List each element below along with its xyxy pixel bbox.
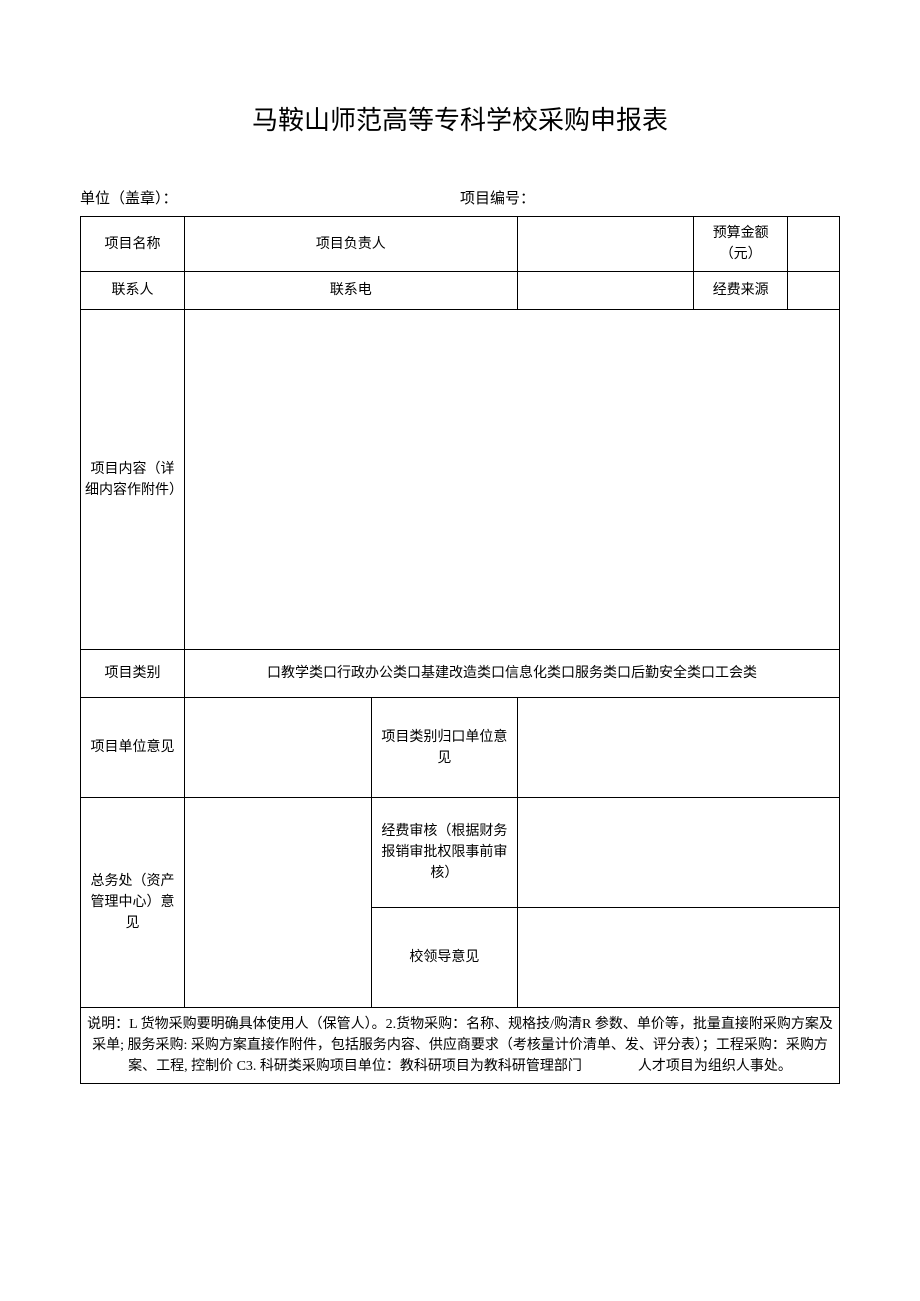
category-unit-opinion-label: 项目类别归口单位意见 [372,698,518,798]
fund-source-label: 经费来源 [694,272,788,310]
contact-tel-value [517,272,694,310]
leader-opinion-value [517,908,839,1008]
table-row: 项目类别 口教学类口行政办公类口基建改造类口信息化类口服务类口后勤安全类口工会类 [81,650,840,698]
budget-amount-label: 预算金额（元） [694,217,788,272]
page: 马鞍山师范高等专科学校采购申报表 单位（盖章）： 项目编号： 项目名称 项目负责… [0,0,920,1301]
general-affairs-opinion-label: 总务处（资产管理中心）意见 [81,798,185,1008]
application-form-table: 项目名称 项目负责人 预算金额（元） 联系人 联系电 经费来源 项目内容（详细内… [80,216,840,1084]
contact-tel-label: 联系电 [184,272,517,310]
category-unit-opinion-value [517,698,839,798]
document-title: 马鞍山师范高等专科学校采购申报表 [80,100,840,137]
project-content-label: 项目内容（详细内容作附件） [81,310,185,650]
fund-review-label: 经费审核（根据财务报销审批权限事前审核） [372,798,518,908]
project-category-label: 项目类别 [81,650,185,698]
unit-opinion-label: 项目单位意见 [81,698,185,798]
fund-source-value [787,272,839,310]
unit-opinion-value [184,698,371,798]
leader-opinion-label: 校领导意见 [372,908,518,1008]
table-row: 说明：L 货物采购要明确具体使用人（保管人）。2.货物采购：名称、规格技/购清R… [81,1008,840,1084]
project-name-label: 项目名称 [81,217,185,272]
table-row: 项目名称 项目负责人 预算金额（元） [81,217,840,272]
project-leader-value [517,217,694,272]
project-leader-label: 项目负责人 [184,217,517,272]
table-row: 联系人 联系电 经费来源 [81,272,840,310]
table-row: 总务处（资产管理中心）意见 经费审核（根据财务报销审批权限事前审核） [81,798,840,908]
project-content-value [184,310,839,650]
notes-cell: 说明：L 货物采购要明确具体使用人（保管人）。2.货物采购：名称、规格技/购清R… [81,1008,840,1084]
project-category-value: 口教学类口行政办公类口基建改造类口信息化类口服务类口后勤安全类口工会类 [184,650,839,698]
budget-amount-value [787,217,839,272]
fund-review-value [517,798,839,908]
contact-label: 联系人 [81,272,185,310]
table-row: 项目单位意见 项目类别归口单位意见 [81,698,840,798]
general-affairs-opinion-value [184,798,371,1008]
unit-seal-label: 单位（盖章）： [80,187,460,208]
meta-row: 单位（盖章）： 项目编号： [80,187,840,208]
table-row: 项目内容（详细内容作附件） [81,310,840,650]
project-number-label: 项目编号： [460,187,840,208]
